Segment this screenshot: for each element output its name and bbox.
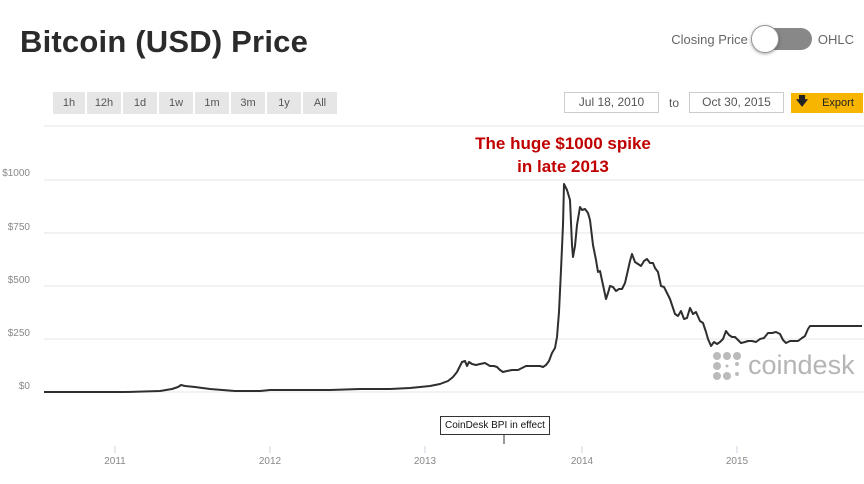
price-mode-toggle-group: Closing Price OHLC	[671, 25, 854, 53]
x-tick-2014: 2014	[570, 456, 594, 467]
download-arrow-icon: 🡇	[795, 94, 809, 108]
date-range: Jul 18, 2010 to Oct 30, 2015 🡇 Export	[563, 92, 863, 113]
x-ticks	[114, 446, 738, 453]
price-mode-toggle[interactable]	[750, 25, 812, 53]
y-tick-750: $750	[7, 222, 30, 233]
closing-price-label[interactable]: Closing Price	[671, 31, 748, 47]
coindesk-bpi-flag: CoinDesk BPI in effect	[440, 416, 550, 435]
y-tick-0: $0	[18, 381, 30, 392]
range-button-group: 1h 12h 1d 1w 1m 3m 1y All	[53, 92, 337, 114]
gridlines	[44, 125, 864, 393]
to-label: to	[668, 95, 679, 110]
from-date-input[interactable]: Jul 18, 2010	[563, 92, 659, 113]
annotation-line-2: in late 2013	[517, 157, 609, 176]
x-tick-2011: 2011	[104, 456, 126, 467]
range-1d-button[interactable]: 1d	[123, 92, 157, 114]
page-title: Bitcoin (USD) Price	[20, 24, 309, 59]
coindesk-watermark: coindesk	[712, 350, 855, 381]
toggle-knob[interactable]	[750, 25, 779, 53]
coindesk-logo-icon	[713, 351, 741, 380]
x-tick-2012: 2012	[258, 456, 282, 467]
range-1h-button[interactable]: 1h	[53, 92, 85, 114]
range-1m-button[interactable]: 1m	[195, 92, 229, 114]
y-tick-250: $250	[7, 328, 30, 339]
y-tick-1000: $1000	[2, 168, 30, 179]
watermark-text: coindesk	[748, 350, 855, 380]
x-tick-2013: 2013	[413, 456, 437, 467]
export-button[interactable]: 🡇 Export	[791, 92, 863, 113]
range-12h-button[interactable]: 12h	[87, 92, 121, 114]
price-line	[44, 183, 862, 393]
range-3m-button[interactable]: 3m	[231, 92, 265, 114]
range-all-button[interactable]: All	[303, 92, 337, 114]
range-1y-button[interactable]: 1y	[267, 92, 301, 114]
spike-annotation: The huge $1000 spike in late 2013	[470, 132, 656, 178]
export-label: Export	[822, 96, 854, 109]
range-1w-button[interactable]: 1w	[159, 92, 193, 114]
to-date-input[interactable]: Oct 30, 2015	[689, 92, 784, 113]
annotation-line-1: The huge $1000 spike	[475, 134, 651, 153]
y-tick-500: $500	[7, 275, 30, 286]
ohlc-label[interactable]: OHLC	[817, 31, 854, 47]
x-tick-2015: 2015	[725, 456, 749, 467]
